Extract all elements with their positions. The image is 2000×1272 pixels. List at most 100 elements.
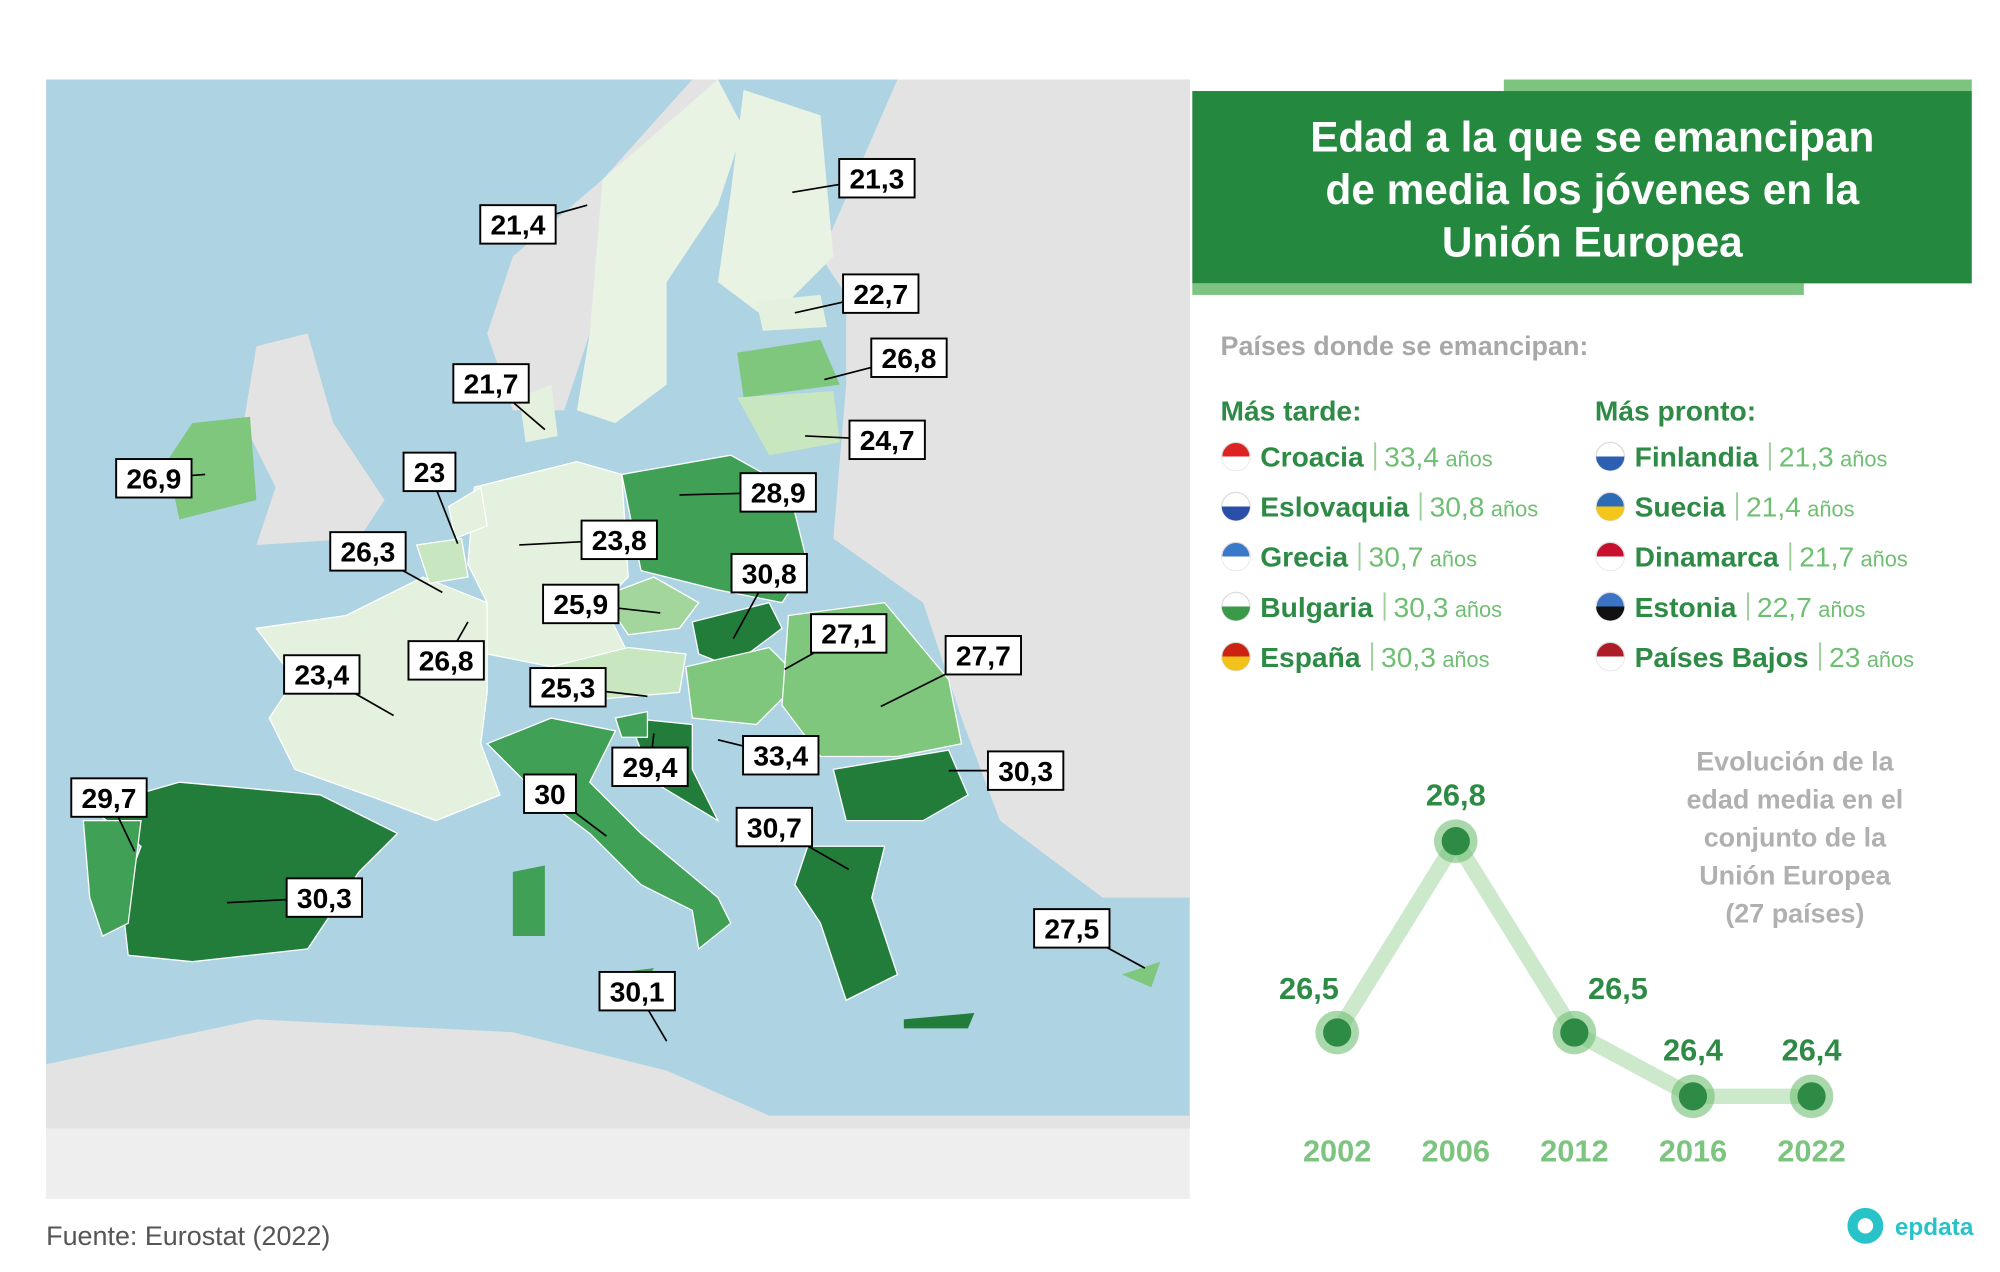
- country-name: Eslovaquia: [1260, 491, 1409, 523]
- map-label: 21,3: [849, 162, 904, 194]
- map-label: 21,4: [491, 209, 546, 241]
- title: Unión Europea: [1442, 218, 1743, 265]
- map-label: 30,7: [747, 811, 802, 843]
- value-label: 26,4: [1782, 1032, 1842, 1067]
- point: [1441, 827, 1470, 856]
- country-unit: años: [1818, 597, 1865, 622]
- cyprus: [1121, 961, 1161, 988]
- country-name: Croacia: [1260, 441, 1364, 473]
- x-tick-label: 2002: [1303, 1134, 1371, 1169]
- label-box: [70, 777, 148, 818]
- label-box: [838, 158, 916, 199]
- latvia: [737, 339, 840, 398]
- map-label: 27,1: [821, 618, 876, 650]
- country-unit: años: [1867, 647, 1914, 672]
- sardinia: [512, 865, 545, 937]
- point: [1560, 1018, 1589, 1047]
- country-unit: años: [1807, 497, 1854, 522]
- bulgaria: [832, 749, 969, 822]
- flag: [1596, 656, 1625, 671]
- map-label: 26,9: [126, 463, 181, 495]
- map-label: 26,8: [419, 645, 474, 677]
- map-label: 25,9: [553, 588, 608, 620]
- hungary: [685, 646, 803, 726]
- country-unit: años: [1442, 647, 1489, 672]
- czechia: [601, 576, 700, 636]
- list-heading: Más pronto:: [1595, 395, 1756, 427]
- map-label: 29,7: [82, 782, 137, 814]
- country-name: España: [1260, 641, 1361, 673]
- map-label: 26,8: [882, 342, 937, 374]
- germany: [467, 460, 630, 668]
- label-box: [542, 583, 620, 625]
- label-box: [479, 204, 557, 245]
- label-box: [1033, 908, 1111, 949]
- country-unit: años: [1445, 447, 1492, 472]
- chart-title: (27 países): [1725, 898, 1864, 928]
- map-label: 26,3: [341, 536, 396, 568]
- header: [1192, 79, 1972, 295]
- label-box: [452, 363, 530, 404]
- label-box: [944, 635, 1022, 676]
- label-box: [407, 640, 485, 681]
- label-box: [283, 654, 361, 695]
- label-box: [523, 773, 577, 814]
- country-unit: años: [1861, 547, 1908, 572]
- flag: [1221, 556, 1250, 571]
- chart-title: Evolución de la: [1696, 747, 1894, 777]
- country-name: Estonia: [1635, 591, 1737, 623]
- label-box: [735, 806, 814, 848]
- logo: epdata: [1895, 1214, 1974, 1241]
- label-box: [742, 735, 820, 776]
- country-name: Bulgaria: [1260, 591, 1373, 623]
- estonia: [756, 294, 827, 331]
- country-unit: años: [1430, 547, 1477, 572]
- flag: [1221, 456, 1250, 471]
- belgium: [415, 537, 469, 585]
- label-box: [611, 746, 689, 787]
- point: [1323, 1018, 1352, 1047]
- country-name: Suecia: [1635, 491, 1726, 523]
- country-value: 23: [1829, 641, 1860, 673]
- land-strip: [46, 1128, 1190, 1199]
- map-label: 23,8: [592, 524, 647, 556]
- label-box: [870, 337, 948, 378]
- slovenia: [614, 710, 649, 738]
- map-label: 23: [414, 456, 445, 488]
- country-value: 30,8: [1430, 491, 1485, 523]
- uk: [243, 333, 385, 545]
- flag: [1596, 456, 1625, 471]
- label-box: [580, 519, 658, 561]
- country-value: 21,7: [1799, 541, 1854, 573]
- country-name: Dinamarca: [1635, 541, 1779, 573]
- value-label: 26,4: [1663, 1032, 1723, 1067]
- list-heading: Más tarde:: [1221, 395, 1362, 427]
- label-box: [842, 273, 920, 314]
- map-label: 23,4: [294, 659, 349, 691]
- header-accent: [1503, 79, 1972, 92]
- flag: [1596, 606, 1625, 621]
- x-tick-label: 2006: [1422, 1134, 1490, 1169]
- sweden: [576, 79, 744, 424]
- label-box: [529, 667, 607, 708]
- map-label: 27,5: [1044, 913, 1099, 945]
- flag: [1596, 506, 1625, 521]
- value-label: 26,5: [1588, 971, 1648, 1006]
- netherlands: [448, 486, 488, 540]
- france: [255, 576, 501, 822]
- map-label: 22,7: [853, 278, 908, 310]
- label-box: [402, 451, 457, 493]
- lithuania: [737, 391, 840, 456]
- flag: [1596, 556, 1625, 571]
- logo-mark: [1857, 1218, 1874, 1234]
- x-tick-label: 2016: [1659, 1134, 1727, 1169]
- country-value: 33,4: [1384, 441, 1439, 473]
- label-box: [285, 877, 364, 918]
- country-value: 30,3: [1394, 591, 1449, 623]
- label-box: [730, 552, 808, 594]
- crete: [903, 1012, 975, 1029]
- map-label: 33,4: [753, 740, 808, 772]
- slovakia: [691, 601, 783, 668]
